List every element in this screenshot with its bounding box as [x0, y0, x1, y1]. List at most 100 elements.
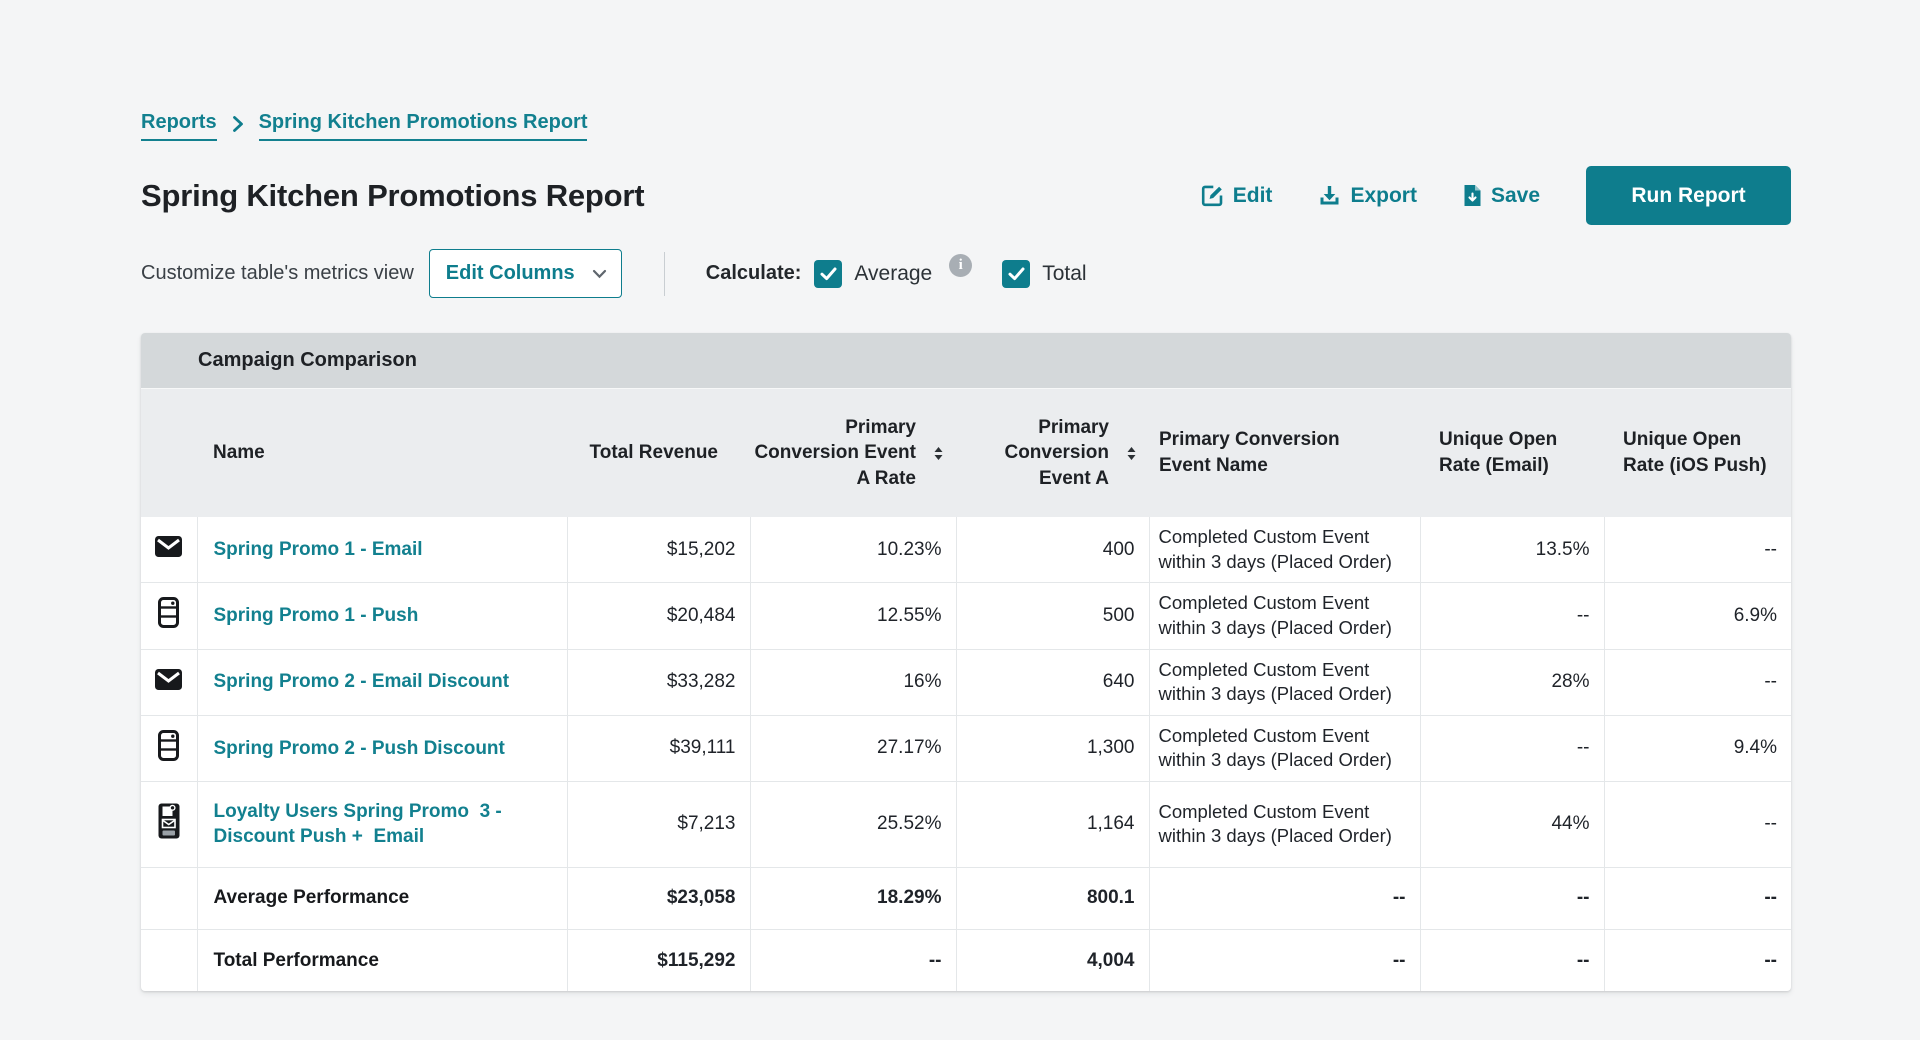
total-revenue-cell: $33,282 — [567, 649, 750, 715]
conversion-event-cell: 1,300 — [956, 715, 1149, 781]
table-row: Spring Promo 1 - Email $15,202 10.23% 40… — [141, 517, 1791, 583]
event-name-cell: -- — [1149, 929, 1420, 991]
open-rate-email-cell: -- — [1420, 929, 1604, 991]
export-button[interactable]: Export — [1318, 184, 1417, 208]
open-rate-email-cell: 28% — [1420, 649, 1604, 715]
run-report-button[interactable]: Run Report — [1586, 166, 1791, 225]
open-rate-email-cell: -- — [1420, 867, 1604, 929]
average-checkbox[interactable] — [814, 260, 842, 288]
conversion-rate-cell: 12.55% — [750, 583, 956, 649]
table-controls: Customize table's metrics view Edit Colu… — [141, 249, 1791, 298]
sort-icon[interactable] — [1127, 447, 1136, 460]
chevron-down-icon — [592, 269, 607, 279]
conversion-event-cell: 4,004 — [956, 929, 1149, 991]
campaign-link[interactable]: Spring Promo 2 - Email Discount — [214, 669, 510, 695]
table-row: Loyalty Users Spring Promo 3 - Discount … — [141, 781, 1791, 867]
average-performance-row: Average Performance $23,058 18.29% 800.1… — [141, 867, 1791, 929]
mobile-push-icon — [158, 730, 179, 761]
edit-columns-dropdown[interactable]: Edit Columns — [429, 249, 622, 298]
column-header-conversion-rate: Primary Conversion Event A Rate — [750, 389, 956, 517]
campaign-comparison-table: Campaign Comparison Name Total Revenue P… — [141, 333, 1791, 991]
table-row: Spring Promo 2 - Push Discount $39,111 2… — [141, 715, 1791, 781]
campaign-link[interactable]: Spring Promo 1 - Push — [214, 603, 419, 629]
column-header-open-rate-push: Unique Open Rate (iOS Push) — [1604, 389, 1791, 517]
column-header-conversion-event: Primary Conversion Event A — [956, 389, 1149, 517]
open-rate-push-cell: -- — [1604, 867, 1791, 929]
total-revenue-cell: $23,058 — [567, 867, 750, 929]
report-actions: Edit Export Save Run Report — [1201, 166, 1791, 225]
conversion-event-cell: 400 — [956, 517, 1149, 583]
conversion-rate-cell: 27.17% — [750, 715, 956, 781]
table-row: Spring Promo 2 - Email Discount $33,282 … — [141, 649, 1791, 715]
event-name-cell: Completed Custom Event within 3 days (Pl… — [1149, 517, 1420, 583]
vertical-divider — [664, 252, 665, 296]
conversion-rate-cell: -- — [750, 929, 956, 991]
open-rate-email-cell: 13.5% — [1420, 517, 1604, 583]
conversion-rate-cell: 16% — [750, 649, 956, 715]
conversion-event-cell: 1,164 — [956, 781, 1149, 867]
conversion-rate-cell: 10.23% — [750, 517, 956, 583]
save-button-label: Save — [1491, 184, 1540, 208]
event-name-cell: Completed Custom Event within 3 days (Pl… — [1149, 715, 1420, 781]
report-page: Reports Spring Kitchen Promotions Report… — [141, 111, 1791, 991]
export-button-label: Export — [1350, 184, 1417, 208]
summary-row-label: Total Performance — [197, 929, 567, 991]
sort-icon[interactable] — [934, 447, 943, 460]
open-rate-push-cell: -- — [1604, 649, 1791, 715]
edit-button[interactable]: Edit — [1201, 184, 1273, 208]
total-revenue-cell: $115,292 — [567, 929, 750, 991]
breadcrumb: Reports Spring Kitchen Promotions Report — [141, 111, 1791, 141]
total-checkbox-label: Total — [1042, 262, 1086, 286]
open-rate-email-cell: -- — [1420, 583, 1604, 649]
check-icon — [1008, 267, 1025, 281]
average-checkbox-label: Average — [854, 262, 932, 286]
open-rate-push-cell: 6.9% — [1604, 583, 1791, 649]
event-name-cell: -- — [1149, 867, 1420, 929]
column-header-event-name: Primary Conversion Event Name — [1149, 389, 1420, 517]
total-revenue-cell: $39,111 — [567, 715, 750, 781]
summary-row-label: Average Performance — [197, 867, 567, 929]
email-icon — [155, 669, 182, 690]
event-name-cell: Completed Custom Event within 3 days (Pl… — [1149, 649, 1420, 715]
event-name-cell: Completed Custom Event within 3 days (Pl… — [1149, 781, 1420, 867]
mobile-push-icon — [158, 597, 179, 628]
edit-button-label: Edit — [1233, 184, 1273, 208]
save-button[interactable]: Save — [1463, 184, 1540, 208]
title-row: Spring Kitchen Promotions Report Edit Ex… — [141, 166, 1791, 225]
campaign-link[interactable]: Spring Promo 2 - Push Discount — [214, 736, 505, 762]
breadcrumb-link-reports[interactable]: Reports — [141, 111, 217, 141]
page-title: Spring Kitchen Promotions Report — [141, 178, 644, 214]
breadcrumb-link-current-report[interactable]: Spring Kitchen Promotions Report — [259, 111, 588, 141]
total-revenue-cell: $20,484 — [567, 583, 750, 649]
icon-column-header — [141, 389, 197, 517]
column-header-open-rate-email: Unique Open Rate (Email) — [1420, 389, 1604, 517]
event-name-cell: Completed Custom Event within 3 days (Pl… — [1149, 583, 1420, 649]
total-performance-row: Total Performance $115,292 -- 4,004 -- -… — [141, 929, 1791, 991]
save-file-icon — [1463, 184, 1482, 207]
table-section-title: Campaign Comparison — [141, 333, 1791, 389]
conversion-rate-cell: 18.29% — [750, 867, 956, 929]
table-header-row: Name Total Revenue Primary Conversion Ev… — [141, 389, 1791, 517]
column-header-name: Name — [197, 389, 567, 517]
table-row: Spring Promo 1 - Push $20,484 12.55% 500… — [141, 583, 1791, 649]
conversion-event-cell: 640 — [956, 649, 1149, 715]
info-icon[interactable]: i — [949, 254, 972, 277]
customize-metrics-label: Customize table's metrics view — [141, 262, 414, 285]
push-email-combo-icon — [158, 803, 180, 839]
column-header-total-revenue: Total Revenue — [567, 389, 750, 517]
total-checkbox[interactable] — [1002, 260, 1030, 288]
campaign-link[interactable]: Spring Promo 1 - Email — [214, 537, 423, 563]
total-revenue-cell: $7,213 — [567, 781, 750, 867]
open-rate-email-cell: 44% — [1420, 781, 1604, 867]
open-rate-push-cell: -- — [1604, 781, 1791, 867]
check-icon — [820, 267, 837, 281]
download-icon — [1318, 184, 1341, 207]
edit-columns-label: Edit Columns — [446, 262, 575, 285]
edit-pencil-icon — [1201, 184, 1224, 207]
total-revenue-cell: $15,202 — [567, 517, 750, 583]
calculate-label: Calculate: — [706, 262, 802, 285]
conversion-rate-cell: 25.52% — [750, 781, 956, 867]
open-rate-push-cell: -- — [1604, 929, 1791, 991]
conversion-event-cell: 800.1 — [956, 867, 1149, 929]
campaign-link[interactable]: Loyalty Users Spring Promo 3 - Discount … — [214, 799, 502, 850]
